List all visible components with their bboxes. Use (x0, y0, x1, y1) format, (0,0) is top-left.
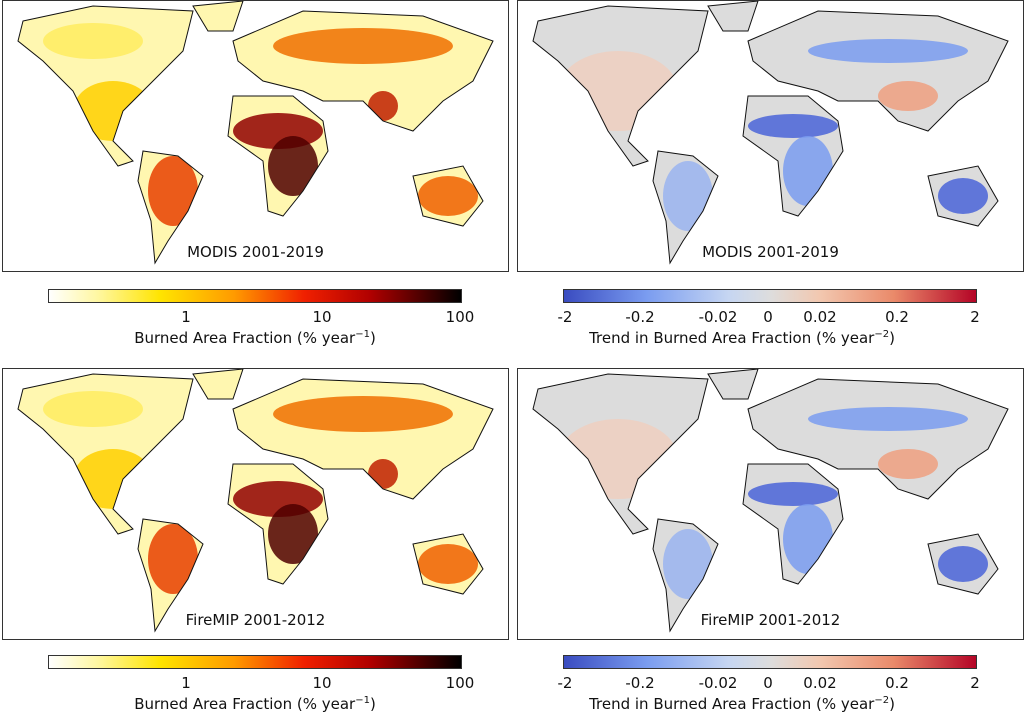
data-region (878, 449, 938, 479)
data-region (783, 504, 833, 574)
world-map (17, 369, 494, 633)
data-region (268, 504, 318, 564)
panel-label: MODIS 2001-2019 (702, 243, 839, 261)
data-region (43, 391, 143, 427)
data-region (808, 407, 968, 431)
colorbar-tick-label: 100 (445, 308, 475, 326)
colorbar-burned (48, 289, 462, 303)
coastline (532, 373, 709, 535)
coastline (227, 463, 329, 585)
colorbar-tick-label: 0 (763, 308, 773, 326)
colorbar-tick-label: -2 (557, 308, 573, 326)
coastline (742, 95, 844, 217)
coastline (412, 165, 484, 227)
coastline (707, 1, 759, 32)
data-region (558, 51, 678, 131)
world-map (17, 1, 494, 265)
coastline (17, 5, 194, 167)
data-region (938, 546, 988, 582)
colorbar-tick-label: 1 (181, 308, 191, 326)
panel-label: FireMIP 2001-2012 (185, 611, 326, 629)
data-region (268, 136, 318, 196)
coastline (192, 1, 244, 32)
land-mass (193, 1, 243, 31)
map-panel-3: FireMIP 2001-2012 (2, 368, 509, 640)
data-region (368, 91, 398, 121)
data-region (73, 81, 153, 141)
colorbar-label: Burned Area Fraction (% year−1) (134, 695, 376, 713)
data-region (663, 529, 713, 599)
land-mass (748, 11, 1008, 131)
colorbar-tick-label: 10 (312, 674, 332, 692)
colorbar-tick-label: -0.2 (625, 308, 655, 326)
colorbar-tick-label: 0.02 (803, 674, 837, 692)
colorbar-tick-label: -0.02 (698, 674, 738, 692)
data-region (43, 23, 143, 59)
coastline (232, 378, 494, 500)
coastline (232, 10, 494, 132)
data-region (418, 176, 478, 216)
land-mass (193, 369, 243, 399)
data-region (273, 28, 453, 64)
map-panel-2: MODIS 2001-2019 (517, 0, 1024, 272)
data-region (558, 419, 678, 499)
coastline (412, 533, 484, 595)
land-mass (708, 369, 758, 399)
coastline (927, 165, 999, 227)
data-region (878, 81, 938, 111)
world-map (532, 1, 1009, 265)
colorbar-tick-label: -0.02 (698, 308, 738, 326)
colorbar-label: Trend in Burned Area Fraction (% year−2) (589, 329, 895, 347)
map-panel-4: FireMIP 2001-2012 (517, 368, 1024, 640)
data-region (663, 161, 713, 231)
panel-label: MODIS 2001-2019 (187, 243, 324, 261)
colorbar-tick-label: 100 (445, 674, 475, 692)
colorbar-tick-label: 0.02 (803, 308, 837, 326)
data-region (418, 544, 478, 584)
land-mass (708, 1, 758, 31)
data-region (938, 178, 988, 214)
map-panel-1: MODIS 2001-2019 (2, 0, 509, 272)
colorbar-tick-label: 0.2 (885, 308, 909, 326)
panel-label: FireMIP 2001-2012 (700, 611, 841, 629)
coastline (137, 518, 204, 633)
coastline (707, 369, 759, 400)
colorbar-label: Burned Area Fraction (% year−1) (134, 329, 376, 347)
data-region (783, 136, 833, 206)
colorbar-trend (563, 655, 977, 669)
colorbar-tick-label: 0 (763, 674, 773, 692)
data-region (368, 459, 398, 489)
colorbar-tick-label: 10 (312, 308, 332, 326)
land-mass (748, 379, 1008, 499)
coastline (137, 150, 204, 265)
colorbar-tick-label: 0.2 (885, 674, 909, 692)
coastline (652, 518, 719, 633)
coastline (227, 95, 329, 217)
colorbar-tick-label: 2 (970, 308, 980, 326)
colorbar-tick-label: 2 (970, 674, 980, 692)
coastline (532, 5, 709, 167)
data-region (148, 156, 198, 226)
coastline (747, 10, 1009, 132)
data-region (148, 524, 198, 594)
data-region (808, 39, 968, 63)
coastline (192, 369, 244, 400)
data-region (73, 449, 153, 509)
coastline (927, 533, 999, 595)
colorbar-tick-label: -0.2 (625, 674, 655, 692)
data-region (273, 396, 453, 432)
world-map (532, 369, 1009, 633)
coastline (17, 373, 194, 535)
colorbar-trend (563, 289, 977, 303)
colorbar-tick-label: 1 (181, 674, 191, 692)
data-region (748, 114, 838, 138)
colorbar-label: Trend in Burned Area Fraction (% year−2) (589, 695, 895, 713)
coastline (747, 378, 1009, 500)
coastline (652, 150, 719, 265)
colorbar-tick-label: -2 (557, 674, 573, 692)
data-region (748, 482, 838, 506)
colorbar-burned (48, 655, 462, 669)
coastline (742, 463, 844, 585)
